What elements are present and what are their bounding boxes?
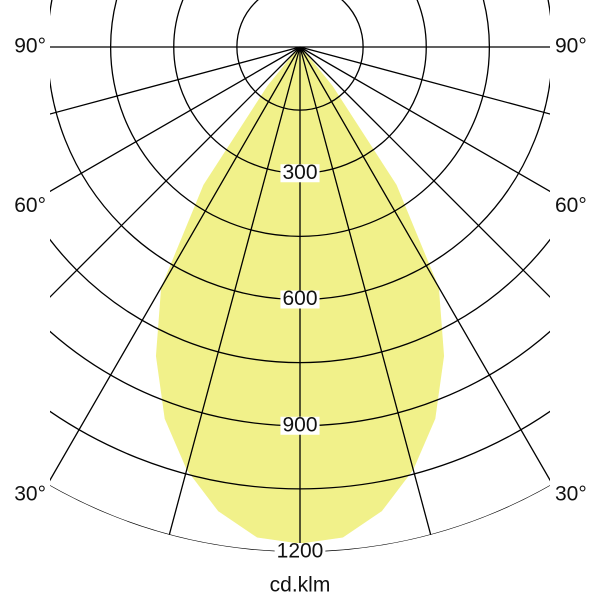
spoke	[299, 46, 550, 185]
spoke	[50, 46, 301, 507]
angle-label: 30°	[555, 483, 587, 506]
label-background	[280, 416, 320, 435]
r-tick-label: 900	[282, 413, 317, 436]
r-tick-label: 600	[282, 287, 317, 310]
labels: 30° 30° 60° 60° 90° 90° 300 600 900 1200	[14, 35, 587, 563]
spoke	[299, 46, 550, 507]
spoke	[299, 46, 550, 423]
label-background	[280, 164, 320, 183]
label-background	[274, 543, 326, 561]
angle-label: 90°	[14, 35, 46, 58]
r-tick-label: 300	[282, 161, 317, 184]
unit-label: cd.klm	[270, 574, 331, 597]
spoke	[299, 46, 550, 313]
angle-label: 30°	[14, 483, 46, 506]
angle-label: 60°	[14, 194, 46, 217]
angle-label: 90°	[555, 35, 587, 58]
spoke	[50, 46, 301, 185]
spoke	[50, 46, 301, 423]
spoke	[299, 46, 438, 552]
label-background	[280, 290, 320, 309]
angle-label: 60°	[555, 194, 587, 217]
r-tick-label: 1200	[277, 540, 324, 563]
spoke	[162, 46, 301, 552]
spoke	[50, 46, 301, 313]
